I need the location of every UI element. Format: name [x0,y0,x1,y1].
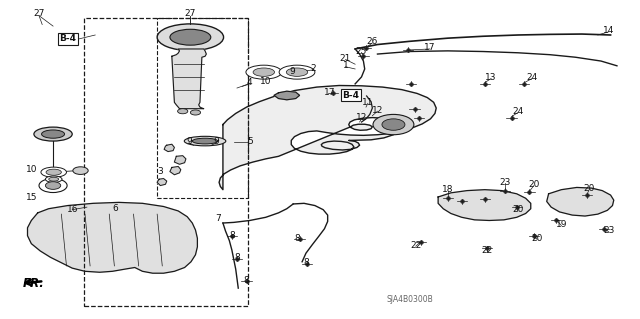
Text: 23: 23 [499,178,511,187]
Text: B-4: B-4 [60,34,76,43]
Text: FR.: FR. [23,277,45,290]
Polygon shape [219,85,436,190]
Text: 20: 20 [531,234,543,243]
Ellipse shape [184,136,226,146]
Text: 22: 22 [410,241,421,250]
Text: B-4: B-4 [342,91,359,100]
Text: 9: 9 [289,67,295,76]
Text: 6: 6 [113,204,118,213]
Text: 23: 23 [603,226,614,235]
Text: 11: 11 [362,98,374,107]
Text: 16: 16 [67,205,78,214]
Ellipse shape [49,177,59,181]
Text: 19: 19 [556,220,567,229]
Text: 12: 12 [356,113,367,122]
Text: 10: 10 [260,77,271,86]
Text: 9: 9 [214,137,220,145]
Text: 3: 3 [157,167,163,176]
Text: 8: 8 [303,258,309,267]
Polygon shape [174,156,186,164]
Circle shape [382,119,405,130]
Ellipse shape [246,65,282,79]
Text: 8: 8 [295,234,301,243]
Ellipse shape [157,24,223,50]
Text: SJA4B0300B: SJA4B0300B [386,295,433,304]
Text: 1: 1 [342,61,348,70]
Ellipse shape [279,65,315,79]
Ellipse shape [170,29,211,45]
Ellipse shape [192,138,218,144]
Text: 13: 13 [485,73,497,82]
Circle shape [190,110,200,115]
Text: 20: 20 [512,205,524,214]
Ellipse shape [286,68,308,76]
Text: 20: 20 [528,180,540,189]
Text: 7: 7 [215,214,221,223]
Polygon shape [274,91,300,100]
Text: 12: 12 [372,106,383,115]
Text: 17: 17 [324,88,335,97]
Text: 8: 8 [229,231,235,240]
Text: 18: 18 [442,185,454,194]
Circle shape [373,115,414,135]
Text: 27: 27 [33,9,45,18]
Circle shape [45,182,61,189]
Polygon shape [28,202,197,273]
Polygon shape [547,188,614,216]
Text: 25: 25 [356,47,367,56]
Text: 26: 26 [367,38,378,47]
Text: 8: 8 [244,276,250,285]
Ellipse shape [34,127,72,141]
Text: 5: 5 [247,137,253,145]
Polygon shape [164,144,174,152]
Ellipse shape [253,68,275,76]
Text: 17: 17 [424,43,436,52]
Text: 24: 24 [526,73,538,82]
Text: 14: 14 [603,26,614,35]
Text: 10: 10 [26,165,37,174]
Bar [157,18,248,197]
Bar [84,18,248,306]
Text: 4: 4 [247,78,253,87]
Ellipse shape [42,130,65,138]
Text: 22: 22 [482,247,493,256]
Polygon shape [157,179,167,186]
Text: 8: 8 [234,254,240,263]
Polygon shape [438,190,531,220]
Ellipse shape [41,167,67,177]
Text: 27: 27 [185,9,196,18]
Text: 2: 2 [311,64,316,73]
Polygon shape [172,49,206,109]
Circle shape [177,109,188,114]
Text: 21: 21 [340,54,351,63]
Text: 15: 15 [26,193,37,202]
Polygon shape [170,167,180,175]
Text: 24: 24 [513,107,524,116]
Text: 9: 9 [186,137,192,145]
Circle shape [39,179,67,193]
Ellipse shape [45,176,62,182]
Text: 20: 20 [584,184,595,193]
Ellipse shape [46,169,61,175]
Circle shape [73,167,88,174]
